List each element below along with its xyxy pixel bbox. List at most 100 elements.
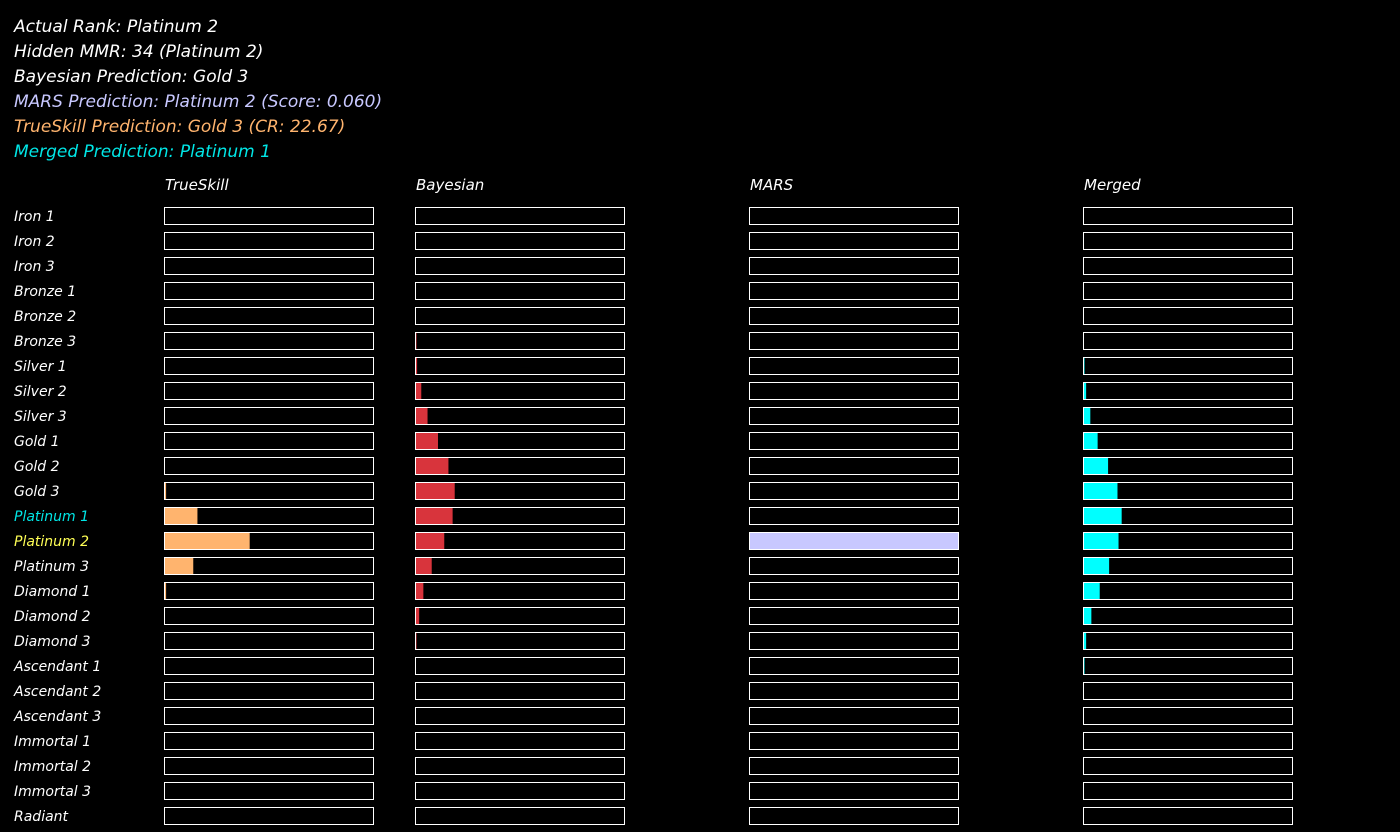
bar-frame-trueskill-silver-3 bbox=[164, 407, 374, 425]
bar-merged-gold-3 bbox=[1083, 482, 1118, 499]
bar-frame-merged-silver-2 bbox=[1083, 382, 1293, 400]
rank-label-silver-1: Silver 1 bbox=[14, 359, 67, 375]
bar-merged-gold-2 bbox=[1083, 457, 1109, 474]
bar-frame-mars-silver-1 bbox=[749, 357, 959, 375]
bar-frame-trueskill-silver-1 bbox=[164, 357, 374, 375]
rank-label-immortal-1: Immortal 1 bbox=[14, 734, 91, 750]
bar-frame-merged-diamond-1 bbox=[1083, 582, 1293, 600]
rank-label-radiant: Radiant bbox=[14, 809, 69, 825]
bar-merged-silver-3 bbox=[1083, 407, 1091, 424]
bar-bayesian-gold-2 bbox=[415, 457, 449, 474]
mars-prediction-text: MARS Prediction: Platinum 2 (Score: 0.06… bbox=[14, 92, 383, 112]
bar-frame-bayesian-ascendant-2 bbox=[415, 682, 625, 700]
bar-frame-trueskill-bronze-3 bbox=[164, 332, 374, 350]
bar-frame-merged-silver-1 bbox=[1083, 357, 1293, 375]
bar-bayesian-gold-3 bbox=[415, 482, 455, 499]
bar-frame-mars-bronze-2 bbox=[749, 307, 959, 325]
rank-label-iron-2: Iron 2 bbox=[14, 234, 55, 250]
column-header-trueskill: TrueSkill bbox=[165, 176, 229, 194]
rank-label-gold-2: Gold 2 bbox=[14, 459, 60, 475]
bar-frame-merged-platinum-3 bbox=[1083, 557, 1293, 575]
bar-frame-trueskill-gold-3 bbox=[164, 482, 374, 500]
bar-frame-bayesian-immortal-3 bbox=[415, 782, 625, 800]
bar-merged-diamond-2 bbox=[1083, 607, 1092, 624]
rank-label-iron-1: Iron 1 bbox=[14, 209, 55, 225]
bar-frame-mars-bronze-1 bbox=[749, 282, 959, 300]
bar-frame-mars-platinum-3 bbox=[749, 557, 959, 575]
bar-frame-trueskill-iron-1 bbox=[164, 207, 374, 225]
bar-frame-trueskill-gold-2 bbox=[164, 457, 374, 475]
bar-frame-merged-iron-1 bbox=[1083, 207, 1293, 225]
bar-frame-mars-platinum-1 bbox=[749, 507, 959, 525]
bar-frame-merged-iron-2 bbox=[1083, 232, 1293, 250]
bar-frame-bayesian-silver-1 bbox=[415, 357, 625, 375]
bar-frame-trueskill-platinum-2 bbox=[164, 532, 374, 550]
rank-label-ascendant-3: Ascendant 3 bbox=[13, 709, 101, 725]
bar-frame-bayesian-diamond-1 bbox=[415, 582, 625, 600]
bar-frame-trueskill-radiant bbox=[164, 807, 374, 825]
bar-frame-merged-silver-3 bbox=[1083, 407, 1293, 425]
bar-bayesian-diamond-1 bbox=[415, 582, 424, 599]
bar-frame-mars-ascendant-3 bbox=[749, 707, 959, 725]
bar-frame-merged-immortal-3 bbox=[1083, 782, 1293, 800]
bar-frame-mars-gold-2 bbox=[749, 457, 959, 475]
bar-frame-merged-diamond-2 bbox=[1083, 607, 1293, 625]
bar-frame-trueskill-immortal-2 bbox=[164, 757, 374, 775]
bar-frame-bayesian-platinum-2 bbox=[415, 532, 625, 550]
rank-label-ascendant-2: Ascendant 2 bbox=[13, 684, 101, 700]
bar-frame-merged-iron-3 bbox=[1083, 257, 1293, 275]
column-header-mars: MARS bbox=[750, 176, 794, 194]
bar-frame-mars-immortal-2 bbox=[749, 757, 959, 775]
bar-frame-bayesian-platinum-3 bbox=[415, 557, 625, 575]
bar-frame-bayesian-immortal-1 bbox=[415, 732, 625, 750]
trueskill-prediction-text: TrueSkill Prediction: Gold 3 (CR: 22.67) bbox=[14, 117, 346, 137]
bayesian-prediction-text: Bayesian Prediction: Gold 3 bbox=[14, 67, 249, 87]
rank-label-diamond-2: Diamond 2 bbox=[14, 609, 91, 625]
hidden-mmr-text: Hidden MMR: 34 (Platinum 2) bbox=[14, 42, 264, 62]
bar-frame-bayesian-platinum-1 bbox=[415, 507, 625, 525]
rank-label-silver-2: Silver 2 bbox=[14, 384, 67, 400]
bar-frame-trueskill-silver-2 bbox=[164, 382, 374, 400]
column-header-merged: Merged bbox=[1084, 176, 1141, 194]
rank-label-platinum-1: Platinum 1 bbox=[14, 509, 89, 525]
bar-frame-mars-gold-1 bbox=[749, 432, 959, 450]
rank-label-platinum-2: Platinum 2 bbox=[14, 534, 89, 550]
bar-frame-trueskill-iron-3 bbox=[164, 257, 374, 275]
rank-label-ascendant-1: Ascendant 1 bbox=[13, 659, 101, 675]
bar-frame-trueskill-ascendant-1 bbox=[164, 657, 374, 675]
bar-bayesian-platinum-1 bbox=[415, 507, 453, 524]
bar-frame-bayesian-bronze-3 bbox=[415, 332, 625, 350]
bar-frame-bayesian-bronze-2 bbox=[415, 307, 625, 325]
bar-frame-merged-platinum-2 bbox=[1083, 532, 1293, 550]
bar-frame-trueskill-ascendant-2 bbox=[164, 682, 374, 700]
bar-frame-merged-ascendant-2 bbox=[1083, 682, 1293, 700]
bar-frame-bayesian-gold-2 bbox=[415, 457, 625, 475]
column-header-bayesian: Bayesian bbox=[416, 176, 484, 194]
bar-bayesian-diamond-2 bbox=[415, 607, 420, 624]
bar-frame-bayesian-bronze-1 bbox=[415, 282, 625, 300]
bar-merged-diamond-1 bbox=[1083, 582, 1100, 599]
rank-label-silver-3: Silver 3 bbox=[14, 409, 67, 425]
bar-frame-merged-radiant bbox=[1083, 807, 1293, 825]
bar-frame-mars-diamond-3 bbox=[749, 632, 959, 650]
bar-frame-mars-iron-1 bbox=[749, 207, 959, 225]
bar-frame-mars-diamond-2 bbox=[749, 607, 959, 625]
bar-frame-merged-gold-3 bbox=[1083, 482, 1293, 500]
bar-mars-platinum-2 bbox=[749, 532, 958, 549]
bar-frame-trueskill-gold-1 bbox=[164, 432, 374, 450]
bar-merged-gold-1 bbox=[1083, 432, 1098, 449]
bar-bayesian-gold-1 bbox=[415, 432, 438, 449]
bar-frame-merged-bronze-3 bbox=[1083, 332, 1293, 350]
rank-label-gold-1: Gold 1 bbox=[14, 434, 60, 450]
bar-trueskill-platinum-2 bbox=[164, 532, 250, 549]
bar-frame-trueskill-diamond-1 bbox=[164, 582, 374, 600]
bar-frame-mars-ascendant-1 bbox=[749, 657, 959, 675]
bar-frame-bayesian-ascendant-3 bbox=[415, 707, 625, 725]
rank-label-platinum-3: Platinum 3 bbox=[14, 559, 89, 575]
rank-label-diamond-3: Diamond 3 bbox=[14, 634, 91, 650]
bar-frame-trueskill-platinum-3 bbox=[164, 557, 374, 575]
bar-frame-merged-bronze-2 bbox=[1083, 307, 1293, 325]
rank-label-bronze-2: Bronze 2 bbox=[14, 309, 76, 325]
bar-bayesian-silver-1 bbox=[415, 357, 418, 374]
